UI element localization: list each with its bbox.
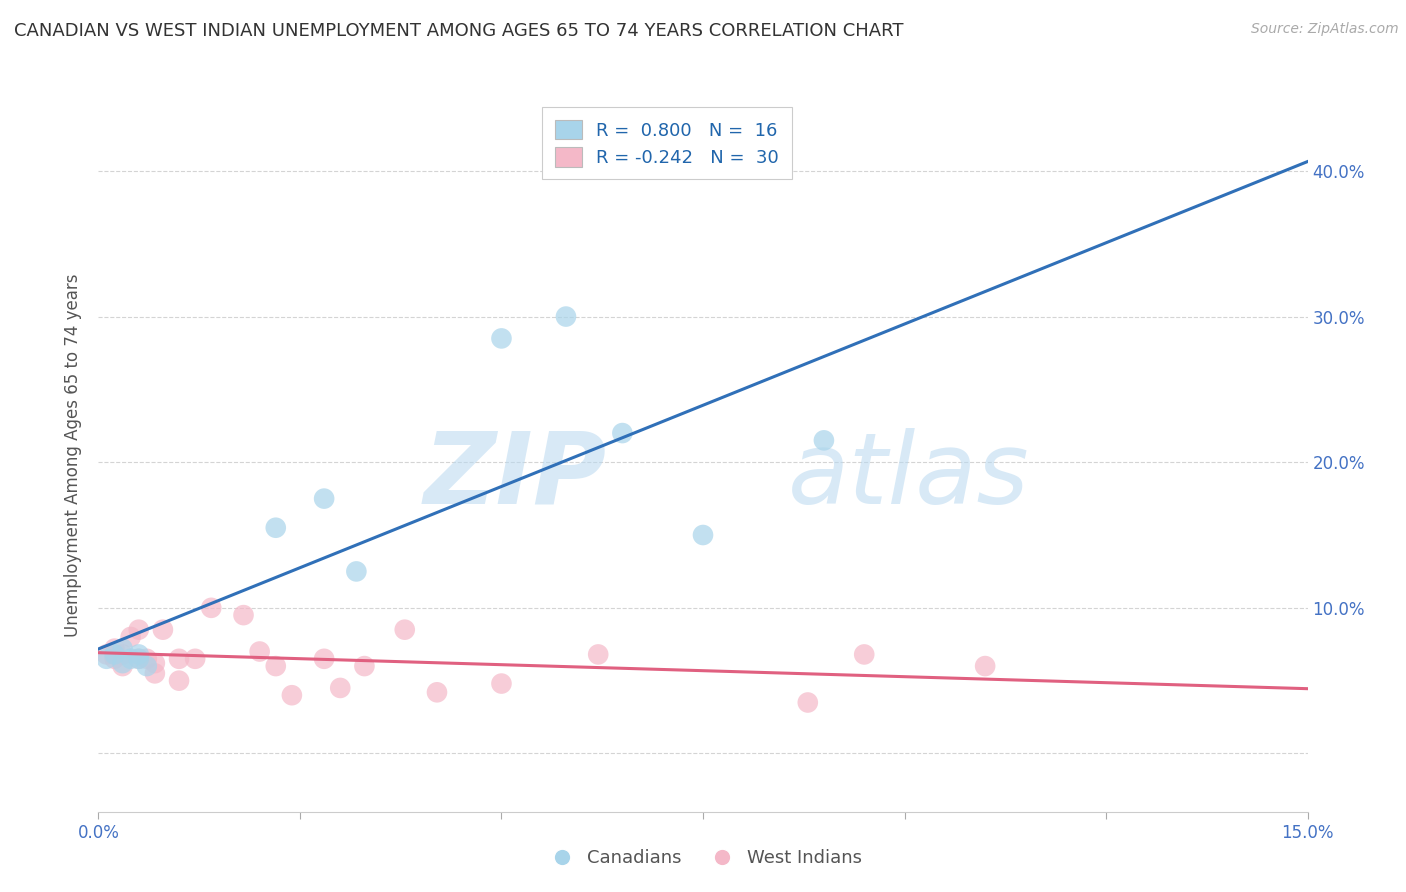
Point bbox=[103, 652, 125, 666]
Point bbox=[491, 331, 513, 345]
Point bbox=[111, 656, 134, 670]
Point bbox=[314, 652, 336, 666]
Point bbox=[167, 652, 190, 666]
Point bbox=[120, 652, 142, 666]
Point bbox=[426, 685, 449, 699]
Text: atlas: atlas bbox=[787, 428, 1029, 524]
Point bbox=[586, 648, 609, 662]
Point bbox=[103, 641, 125, 656]
Point bbox=[344, 565, 367, 579]
Point bbox=[143, 666, 166, 681]
Point bbox=[96, 652, 118, 666]
Y-axis label: Unemployment Among Ages 65 to 74 years: Unemployment Among Ages 65 to 74 years bbox=[65, 273, 83, 637]
Point bbox=[135, 659, 157, 673]
Point bbox=[353, 659, 375, 673]
Point bbox=[103, 648, 125, 662]
Point bbox=[329, 681, 352, 695]
Point bbox=[394, 623, 416, 637]
Point bbox=[152, 623, 174, 637]
Point bbox=[111, 648, 134, 662]
Point bbox=[143, 656, 166, 670]
Text: ZIP: ZIP bbox=[423, 428, 606, 524]
Point bbox=[853, 648, 876, 662]
Point bbox=[612, 426, 634, 441]
Point bbox=[314, 491, 336, 506]
Point bbox=[120, 630, 142, 644]
Point bbox=[232, 608, 254, 623]
Point bbox=[200, 600, 222, 615]
Point bbox=[281, 688, 304, 702]
Point bbox=[974, 659, 997, 673]
Point bbox=[491, 676, 513, 690]
Point bbox=[128, 623, 150, 637]
Point bbox=[264, 659, 287, 673]
Point bbox=[555, 310, 578, 324]
Point bbox=[813, 434, 835, 448]
Point bbox=[797, 696, 820, 710]
Point bbox=[128, 648, 150, 662]
Point bbox=[249, 644, 271, 658]
Text: Source: ZipAtlas.com: Source: ZipAtlas.com bbox=[1251, 22, 1399, 37]
Point bbox=[111, 641, 134, 656]
Legend: Canadians, West Indians: Canadians, West Indians bbox=[537, 842, 869, 874]
Point bbox=[184, 652, 207, 666]
Point bbox=[135, 652, 157, 666]
Point bbox=[128, 652, 150, 666]
Legend: R =  0.800   N =  16, R = -0.242   N =  30: R = 0.800 N = 16, R = -0.242 N = 30 bbox=[541, 107, 792, 179]
Point bbox=[692, 528, 714, 542]
Point bbox=[167, 673, 190, 688]
Point bbox=[111, 659, 134, 673]
Point bbox=[128, 652, 150, 666]
Text: CANADIAN VS WEST INDIAN UNEMPLOYMENT AMONG AGES 65 TO 74 YEARS CORRELATION CHART: CANADIAN VS WEST INDIAN UNEMPLOYMENT AMO… bbox=[14, 22, 904, 40]
Point bbox=[264, 521, 287, 535]
Point bbox=[96, 648, 118, 662]
